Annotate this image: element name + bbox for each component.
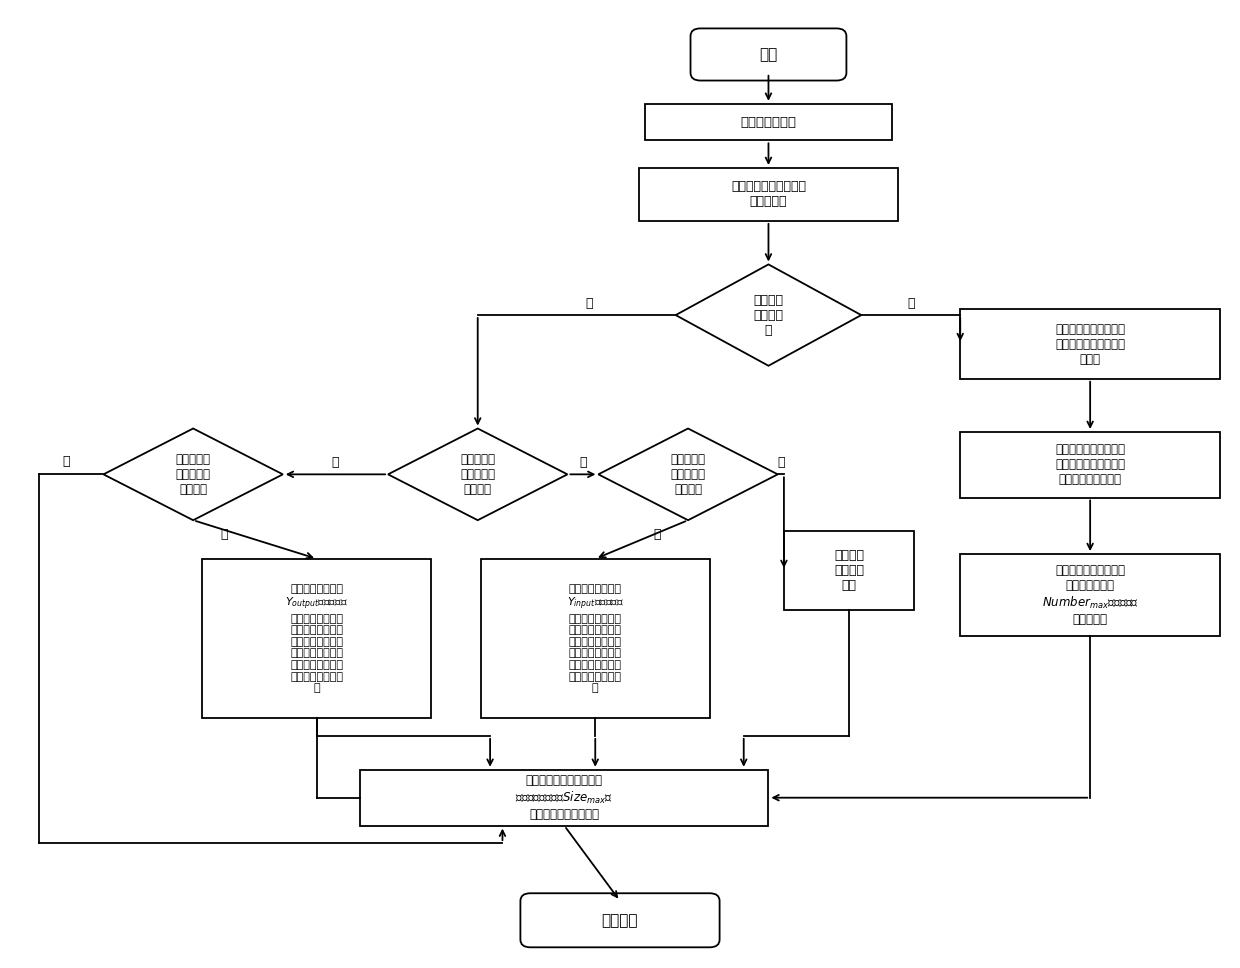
Text: 在每组内，将存在输出
依赖的数据对象和对应
函数划分在一个子图: 在每组内，将存在输出 依赖的数据对象和对应 函数划分在一个子图: [1055, 443, 1125, 486]
Bar: [481, 559, 709, 718]
Bar: [202, 559, 432, 718]
FancyBboxPatch shape: [521, 893, 719, 948]
Text: 若划分出的子图包含的数
据量大于规定阈值$Size_{max}$，
需要进行进一步的拆分: 若划分出的子图包含的数 据量大于规定阈值$Size_{max}$， 需要进行进一…: [516, 774, 614, 821]
Text: 是: 是: [777, 456, 785, 469]
Text: 依据宏观的应用功能逻
辑，将数据对象流图进
行分组: 依据宏观的应用功能逻 辑，将数据对象流图进 行分组: [1055, 322, 1125, 366]
Bar: [960, 310, 1220, 378]
Text: 当数据量大于阈值
$Y_{output}$时，将该输
入与对应的函数划
分在一个子图内；
若存在循环访问属
性，则需要将数据
量信息除以访问次
数，与阈值进行比: 当数据量大于阈值 $Y_{output}$时，将该输 入与对应的函数划 分在一个…: [285, 584, 348, 693]
Text: 直接划分
在一个子
图内: 直接划分 在一个子 图内: [833, 550, 864, 592]
Text: 是: 是: [579, 456, 587, 469]
Text: 是: 是: [906, 297, 914, 310]
Text: 某个数据对
象是否为该
函数输出: 某个数据对 象是否为该 函数输出: [176, 453, 211, 496]
Text: 否: 否: [653, 529, 661, 541]
Bar: [645, 104, 893, 140]
Text: 当数据量大于阈值
$Y_{input}$时，将该输
入与对应的函数划
分在一个子图内；
若存在循环访问属
性，则需要将数据
量信息除以访问次
数，与阈值进行比
: 当数据量大于阈值 $Y_{input}$时，将该输 入与对应的函数划 分在一个子…: [567, 584, 624, 693]
FancyBboxPatch shape: [691, 28, 847, 80]
Text: 否: 否: [585, 297, 593, 310]
Text: 某个数据对
象是否为该
函数输出: 某个数据对 象是否为该 函数输出: [671, 453, 706, 496]
Text: 否: 否: [62, 455, 69, 469]
Polygon shape: [676, 264, 862, 366]
Text: 以函数为媒介，生成数
据对象流图: 以函数为媒介，生成数 据对象流图: [730, 180, 806, 208]
Text: 是否为延
迟攸关应
用: 是否为延 迟攸关应 用: [754, 293, 784, 337]
Text: 控制一个子图内数据对
象的个数不超过
$Number_{max}$，否则需要
进一步拆分: 控制一个子图内数据对 象的个数不超过 $Number_{max}$，否则需要 进…: [1042, 564, 1138, 625]
Text: 是: 是: [221, 529, 228, 541]
Text: 否: 否: [331, 456, 340, 469]
Bar: [360, 770, 769, 826]
Polygon shape: [599, 429, 777, 520]
Text: 初始: 初始: [759, 47, 777, 62]
Text: 某个数据对
象是否为该
函数输入: 某个数据对 象是否为该 函数输入: [460, 453, 495, 496]
Bar: [960, 432, 1220, 498]
Polygon shape: [388, 429, 568, 520]
Bar: [784, 531, 914, 611]
Text: 扫描程序源代码: 扫描程序源代码: [740, 115, 796, 129]
Bar: [639, 167, 898, 221]
Polygon shape: [103, 429, 283, 520]
Bar: [960, 554, 1220, 636]
Text: 周期结束: 周期结束: [601, 913, 639, 927]
